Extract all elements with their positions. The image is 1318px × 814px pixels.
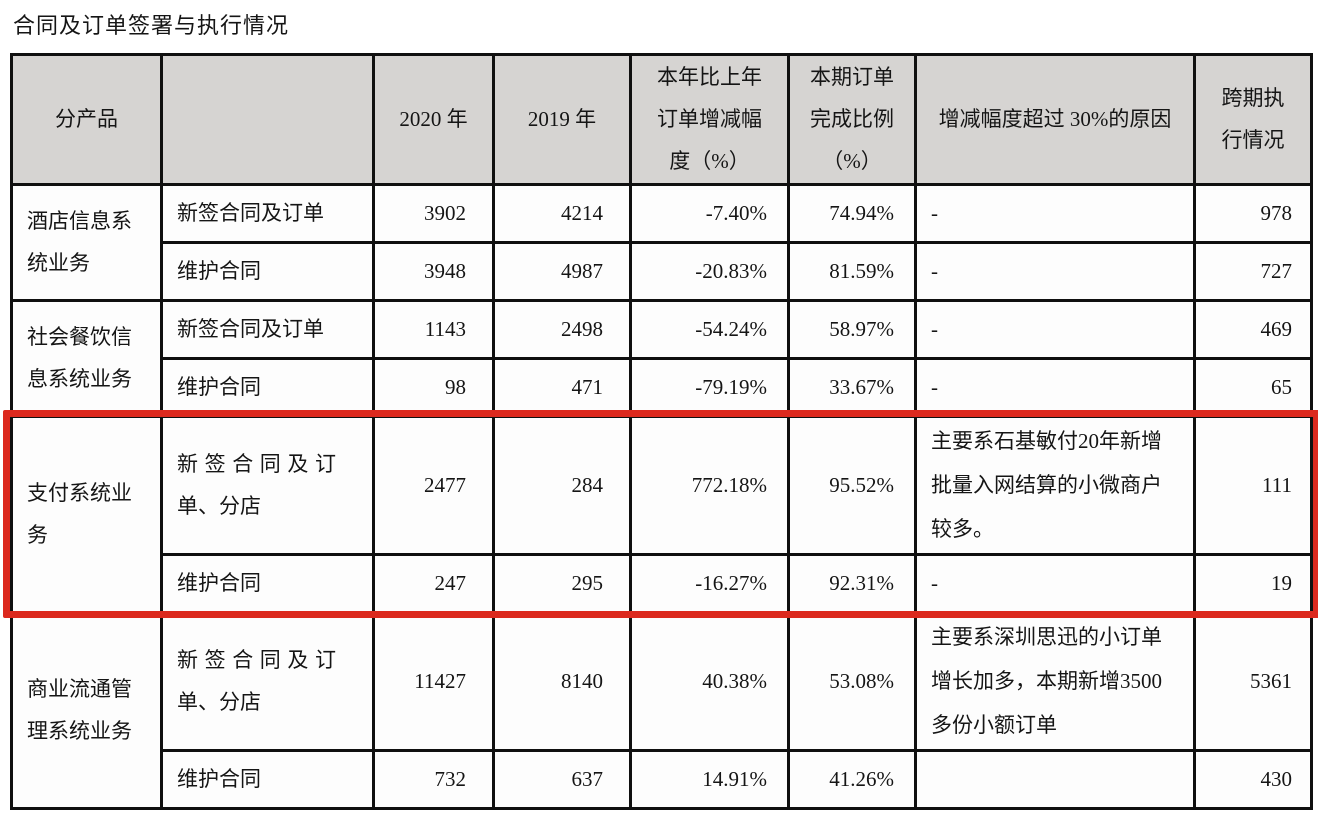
change-cell: 40.38%: [629, 610, 790, 752]
col-header-change: 本年比上年订单增减幅度（%）: [629, 52, 790, 186]
cross-period-cell: 65: [1193, 356, 1313, 418]
value-2020-cell: 247: [372, 552, 495, 614]
cross-period-cell: 469: [1193, 298, 1313, 360]
value-2019-cell: 4214: [492, 182, 632, 244]
reason-cell: -: [914, 552, 1196, 614]
contract-type-cell: 维护合同: [160, 552, 375, 614]
reason-cell: -: [914, 240, 1196, 302]
contract-order-table: 分产品 2020 年 2019 年 本年比上年订单增减幅度（%） 本期订单完成比…: [10, 52, 1313, 810]
col-header-cross-period: 跨期执行情况: [1193, 52, 1313, 186]
col-header-product: 分产品: [10, 52, 163, 186]
reason-cell: -: [914, 182, 1196, 244]
value-2019-cell: 284: [492, 414, 632, 556]
completion-cell: 33.67%: [787, 356, 917, 418]
value-2019-cell: 637: [492, 748, 632, 810]
completion-cell: 53.08%: [787, 610, 917, 752]
table-row: 维护合同 98 471 -79.19% 33.67% -65: [12, 356, 1313, 418]
completion-cell: 95.52%: [787, 414, 917, 556]
contract-type-cell: 维护合同: [160, 356, 375, 418]
change-cell: -20.83%: [629, 240, 790, 302]
table-row: 酒店信息系统业务 新签合同及订单 3902 4214 -7.40% 74.94% -978: [10, 182, 1313, 302]
table-row: 维护合同 247 295 -16.27% 92.31% -19: [12, 552, 1313, 614]
cross-period-cell: 19: [1193, 552, 1313, 614]
value-2020-cell: 2477: [372, 414, 495, 556]
contract-type-cell: 维护合同: [160, 748, 375, 810]
contract-type-cell: 新签合同及订单: [160, 182, 375, 244]
reason-cell: -: [914, 298, 1196, 360]
col-header-reason: 增减幅度超过 30%的原因: [914, 52, 1196, 186]
reason-cell: 主要系石基敏付20年新增批量入网结算的小微商户较多。: [914, 414, 1196, 556]
completion-cell: 74.94%: [787, 182, 917, 244]
reason-cell: [914, 748, 1196, 810]
change-cell: -16.27%: [629, 552, 790, 614]
value-2019-cell: 295: [492, 552, 632, 614]
value-2019-cell: 4987: [492, 240, 632, 302]
table-row: 社会餐饮信息系统业务 新签合同及订单 1143 2498 -54.24% 58.97% -4…: [10, 298, 1313, 418]
value-2019-cell: 471: [492, 356, 632, 418]
cross-period-cell: 5361: [1193, 610, 1313, 752]
product-cell: 酒店信息系统业务: [10, 182, 163, 302]
table-row: 商业流通管理系统业务 新签合同及订单、分店 11427 8140 40.38% 53.08…: [10, 610, 1313, 810]
value-2020-cell: 3948: [372, 240, 495, 302]
contract-type-cell: 维护合同: [160, 240, 375, 302]
cross-period-cell: 727: [1193, 240, 1313, 302]
value-2020-cell: 98: [372, 356, 495, 418]
product-cell: 商业流通管理系统业务: [10, 610, 163, 810]
table-row: 维护合同 3948 4987 -20.83% 81.59% -727: [12, 240, 1313, 302]
cross-period-cell: 111: [1193, 414, 1313, 556]
col-header-completion: 本期订单完成比例（%）: [787, 52, 917, 186]
contract-type-cell: 新签合同及订单、分店: [160, 610, 375, 752]
table-row: 维护合同 732 637 14.91% 41.26% 430: [12, 748, 1313, 810]
change-cell: 14.91%: [629, 748, 790, 810]
change-cell: 772.18%: [629, 414, 790, 556]
change-cell: -54.24%: [629, 298, 790, 360]
value-2019-cell: 2498: [492, 298, 632, 360]
contract-table-wrap: 分产品 2020 年 2019 年 本年比上年订单增减幅度（%） 本期订单完成比…: [3, 52, 1318, 810]
contract-type-cell: 新签合同及订单: [160, 298, 375, 360]
col-header-2019: 2019 年: [492, 52, 632, 186]
cross-period-cell: 430: [1193, 748, 1313, 810]
product-cell: 支付系统业务: [10, 414, 163, 614]
contract-type-cell: 新签合同及订单、分店: [160, 414, 375, 556]
change-cell: -7.40%: [629, 182, 790, 244]
table-row: 支付系统业务 新签合同及订单、分店 2477 284 772.18% 95.52% 主要系石…: [10, 414, 1313, 614]
change-cell: -79.19%: [629, 356, 790, 418]
value-2020-cell: 732: [372, 748, 495, 810]
value-2020-cell: 3902: [372, 182, 495, 244]
value-2020-cell: 1143: [372, 298, 495, 360]
page-title: 合同及订单签署与执行情况: [13, 13, 290, 38]
header-row: 分产品 2020 年 2019 年 本年比上年订单增减幅度（%） 本期订单完成比…: [10, 52, 1313, 186]
reason-cell: -: [914, 356, 1196, 418]
value-2019-cell: 8140: [492, 610, 632, 752]
reason-cell: 主要系深圳思迅的小订单增长加多，本期新增3500多份小额订单: [914, 610, 1196, 752]
completion-cell: 58.97%: [787, 298, 917, 360]
completion-cell: 92.31%: [787, 552, 917, 614]
col-header-contract-type: [160, 52, 375, 186]
value-2020-cell: 11427: [372, 610, 495, 752]
col-header-2020: 2020 年: [372, 52, 495, 186]
cross-period-cell: 978: [1193, 182, 1313, 244]
completion-cell: 41.26%: [787, 748, 917, 810]
product-cell: 社会餐饮信息系统业务: [10, 298, 163, 418]
completion-cell: 81.59%: [787, 240, 917, 302]
